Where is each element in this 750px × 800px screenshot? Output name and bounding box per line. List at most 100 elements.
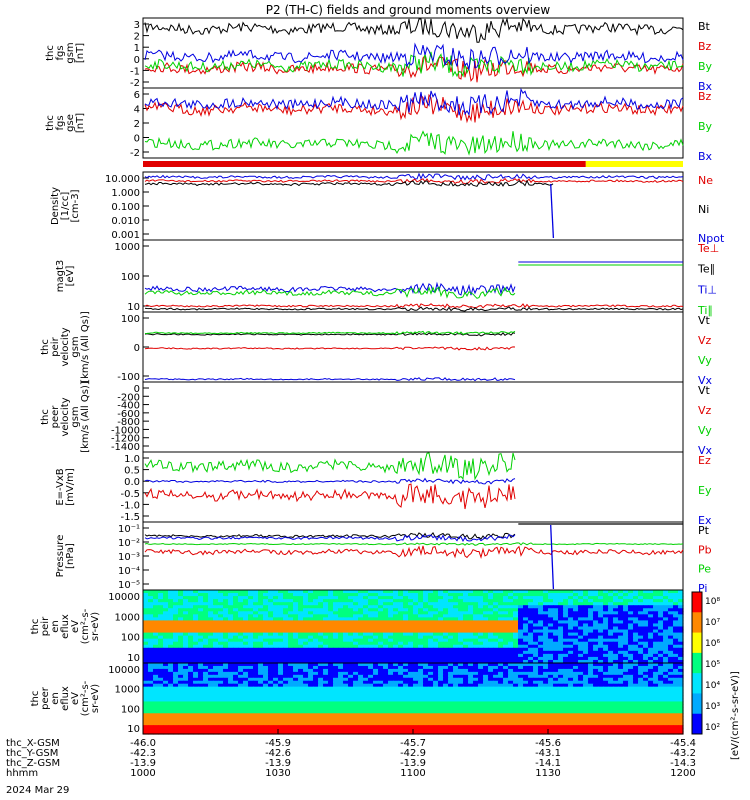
heatmap-cell bbox=[308, 647, 314, 652]
heatmap-cell bbox=[458, 641, 464, 646]
heatmap-cell bbox=[158, 590, 164, 594]
heatmap-cell bbox=[423, 632, 429, 637]
heatmap-cell bbox=[418, 719, 424, 723]
y-axis-label: thc bbox=[40, 409, 51, 425]
heatmap-cell bbox=[153, 710, 159, 714]
heatmap-cell bbox=[493, 596, 499, 600]
heatmap-cell bbox=[498, 665, 504, 670]
heatmap-cell bbox=[513, 674, 519, 679]
heatmap-cell bbox=[513, 668, 519, 673]
heatmap-cell bbox=[373, 590, 379, 594]
heatmap-cell bbox=[278, 605, 284, 609]
heatmap-cell bbox=[623, 635, 629, 640]
heatmap-cell bbox=[243, 602, 249, 606]
heatmap-cell bbox=[143, 665, 149, 670]
heatmap-cell bbox=[148, 680, 154, 685]
heatmap-cell bbox=[178, 626, 184, 631]
heatmap-cell bbox=[493, 608, 499, 612]
heatmap-cell bbox=[173, 713, 179, 717]
heatmap-cell bbox=[578, 701, 584, 706]
heatmap-cell bbox=[618, 680, 624, 685]
heatmap-cell bbox=[548, 638, 554, 643]
heatmap-cell bbox=[488, 689, 494, 694]
heatmap-cell bbox=[223, 650, 229, 655]
heatmap-cell bbox=[548, 653, 554, 658]
heatmap-cell bbox=[398, 680, 404, 685]
heatmap-cell bbox=[633, 677, 639, 682]
heatmap-cell bbox=[428, 701, 434, 706]
heatmap-cell bbox=[293, 659, 299, 664]
heatmap-cell bbox=[288, 620, 294, 625]
heatmap-cell bbox=[553, 686, 559, 691]
heatmap-cell bbox=[363, 650, 369, 655]
heatmap-cell bbox=[408, 695, 414, 700]
heatmap-cell bbox=[333, 692, 339, 697]
heatmap-cell bbox=[578, 695, 584, 700]
heatmap-cell bbox=[638, 593, 644, 597]
heatmap-cell bbox=[448, 617, 454, 622]
heatmap-cell bbox=[528, 692, 534, 697]
heatmap-cell bbox=[493, 602, 499, 606]
heatmap-cell bbox=[508, 611, 514, 615]
heatmap-cell bbox=[418, 653, 424, 658]
heatmap-cell bbox=[473, 647, 479, 652]
heatmap-cell bbox=[653, 713, 659, 717]
heatmap-cell bbox=[213, 590, 219, 594]
heatmap-cell bbox=[503, 614, 509, 618]
heatmap-cell bbox=[553, 599, 559, 603]
heatmap-cell bbox=[478, 611, 484, 615]
heatmap-cell bbox=[398, 671, 404, 676]
heatmap-cell bbox=[613, 665, 619, 670]
heatmap-cell bbox=[583, 659, 589, 664]
heatmap-cell bbox=[188, 701, 194, 706]
heatmap-cell bbox=[463, 689, 469, 694]
heatmap-cell bbox=[653, 650, 659, 655]
heatmap-cell bbox=[388, 626, 394, 631]
heatmap-cell bbox=[568, 677, 574, 682]
heatmap-cell bbox=[578, 632, 584, 637]
heatmap-cell bbox=[503, 689, 509, 694]
heatmap-cell bbox=[228, 665, 234, 670]
heatmap-cell bbox=[458, 650, 464, 655]
heatmap-cell bbox=[433, 641, 439, 646]
heatmap-cell bbox=[498, 707, 504, 711]
heatmap-cell bbox=[183, 632, 189, 637]
heatmap-cell bbox=[598, 704, 604, 708]
heatmap-cell bbox=[518, 638, 524, 643]
heatmap-cell bbox=[633, 650, 639, 655]
heatmap-cell bbox=[483, 632, 489, 637]
heatmap-cell bbox=[188, 671, 194, 676]
heatmap-cell bbox=[658, 704, 664, 708]
heatmap-cell bbox=[253, 668, 259, 673]
y-axis-label: eflux bbox=[60, 614, 71, 639]
heatmap-cell bbox=[593, 647, 599, 652]
y-tick-label: -1200 bbox=[111, 434, 140, 445]
heatmap-cell bbox=[453, 617, 459, 622]
heatmap-cell bbox=[473, 686, 479, 691]
heatmap-cell bbox=[208, 665, 214, 670]
heatmap-cell bbox=[348, 686, 354, 691]
heatmap-cell bbox=[563, 671, 569, 676]
heatmap-cell bbox=[223, 689, 229, 694]
heatmap-cell bbox=[488, 686, 494, 691]
heatmap-cell bbox=[353, 617, 359, 622]
heatmap-cell bbox=[473, 707, 479, 711]
heatmap-cell bbox=[173, 671, 179, 676]
heatmap-cell bbox=[158, 656, 164, 661]
heatmap-cell bbox=[403, 701, 409, 706]
heatmap-cell bbox=[333, 695, 339, 700]
heatmap-cell bbox=[393, 626, 399, 631]
heatmap-cell bbox=[313, 695, 319, 700]
heatmap-cell bbox=[238, 596, 244, 600]
heatmap-cell bbox=[278, 632, 284, 637]
heatmap-cell bbox=[288, 663, 294, 667]
heatmap-cell bbox=[263, 629, 269, 634]
heatmap-cell bbox=[308, 668, 314, 673]
heatmap-cell bbox=[243, 635, 249, 640]
heatmap-cell bbox=[453, 635, 459, 640]
heatmap-cell bbox=[318, 713, 324, 717]
heatmap-cell bbox=[243, 683, 249, 688]
heatmap-cell bbox=[318, 632, 324, 637]
heatmap-cell bbox=[378, 713, 384, 717]
